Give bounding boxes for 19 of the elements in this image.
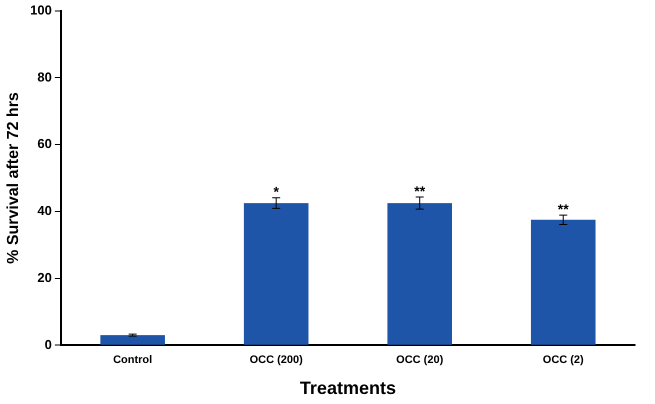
y-axis-title: % Survival after 72 hrs: [5, 92, 22, 264]
x-tick-label: OCC (20): [396, 354, 444, 366]
x-tick-label: Control: [113, 354, 152, 366]
y-tick-label: 60: [37, 136, 52, 152]
bar: [530, 220, 596, 345]
annotation: **: [558, 200, 570, 217]
y-tick-label: 80: [37, 69, 52, 84]
bar: [387, 203, 452, 345]
y-tick-label: 0: [44, 336, 52, 352]
x-tick-label: OCC (200): [250, 354, 304, 366]
y-tick-label: 20: [37, 270, 52, 285]
x-tick-label: OCC (2): [542, 354, 584, 366]
bar: [244, 203, 308, 345]
bar: [100, 335, 165, 345]
x-axis-title: Treatments: [300, 378, 396, 398]
annotation: *: [273, 184, 280, 200]
y-tick-label: 40: [37, 203, 52, 218]
annotation: **: [414, 182, 426, 199]
y-tick-label: 100: [30, 2, 52, 18]
